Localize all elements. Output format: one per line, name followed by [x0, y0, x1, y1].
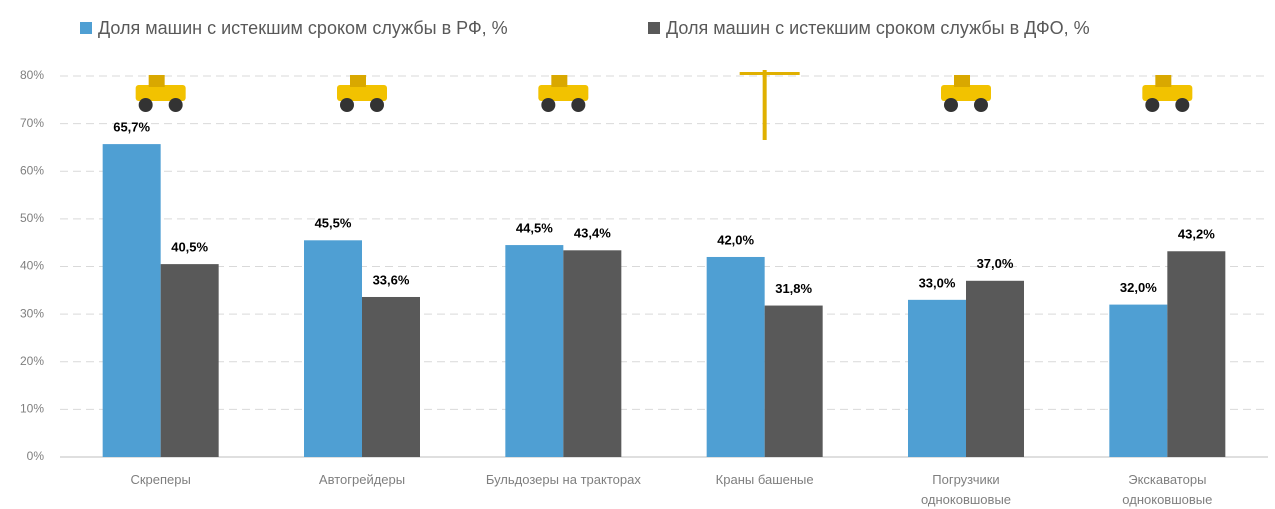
y-tick-label: 10% [20, 402, 44, 416]
x-tick-label: Погрузчики одноковшовые [920, 472, 1012, 507]
machine-icon [337, 75, 387, 112]
x-tick-label: Скреперы [130, 472, 191, 487]
machine-icon [739, 70, 800, 140]
legend-label: Доля машин с истекшим сроком службы в ДФ… [666, 18, 1090, 38]
y-tick-label: 40% [20, 259, 44, 273]
x-tick-label: Бульдозеры на тракторах [485, 472, 641, 487]
value-label: 31,8% [775, 281, 812, 296]
bar [706, 256, 765, 457]
bar [362, 296, 420, 457]
value-label: 42,0% [717, 232, 754, 247]
y-tick-label: 80% [20, 68, 44, 82]
y-tick-label: 60% [20, 163, 44, 177]
value-label: 44,5% [516, 221, 553, 236]
bar [563, 250, 622, 457]
bar [304, 240, 362, 457]
legend-swatch [648, 22, 660, 34]
legend-label: Доля машин с истекшим сроком службы в РФ… [98, 18, 508, 38]
bar [908, 299, 966, 457]
y-tick-label: 0% [27, 449, 45, 463]
x-tick-label: Экскаваторы одноковшовые [1122, 472, 1213, 507]
x-tick-label: Автогрейдеры [318, 472, 406, 487]
value-label: 37,0% [977, 256, 1014, 271]
bar [1167, 251, 1226, 457]
bar [102, 144, 161, 457]
value-label: 33,6% [373, 272, 410, 287]
value-label: 33,0% [919, 275, 956, 290]
bar [1109, 304, 1168, 457]
bar [160, 264, 219, 457]
value-label: 43,2% [1178, 227, 1215, 242]
legend-swatch [80, 22, 92, 34]
value-label: 65,7% [113, 120, 150, 135]
value-label: 43,4% [574, 226, 611, 241]
machine-icon [941, 75, 991, 112]
machine-icon [538, 75, 589, 112]
x-tick-label: Краны башеные [715, 472, 814, 487]
bar [966, 280, 1024, 457]
bar [505, 245, 564, 457]
machine-icon [1142, 75, 1193, 112]
y-tick-label: 30% [20, 306, 44, 320]
machine-icon [135, 75, 186, 112]
y-tick-label: 70% [20, 116, 44, 130]
y-tick-label: 50% [20, 211, 44, 225]
bar [764, 305, 823, 457]
y-tick-label: 20% [20, 354, 44, 368]
value-label: 40,5% [171, 240, 208, 255]
value-label: 32,0% [1120, 280, 1157, 295]
value-label: 45,5% [315, 216, 352, 231]
